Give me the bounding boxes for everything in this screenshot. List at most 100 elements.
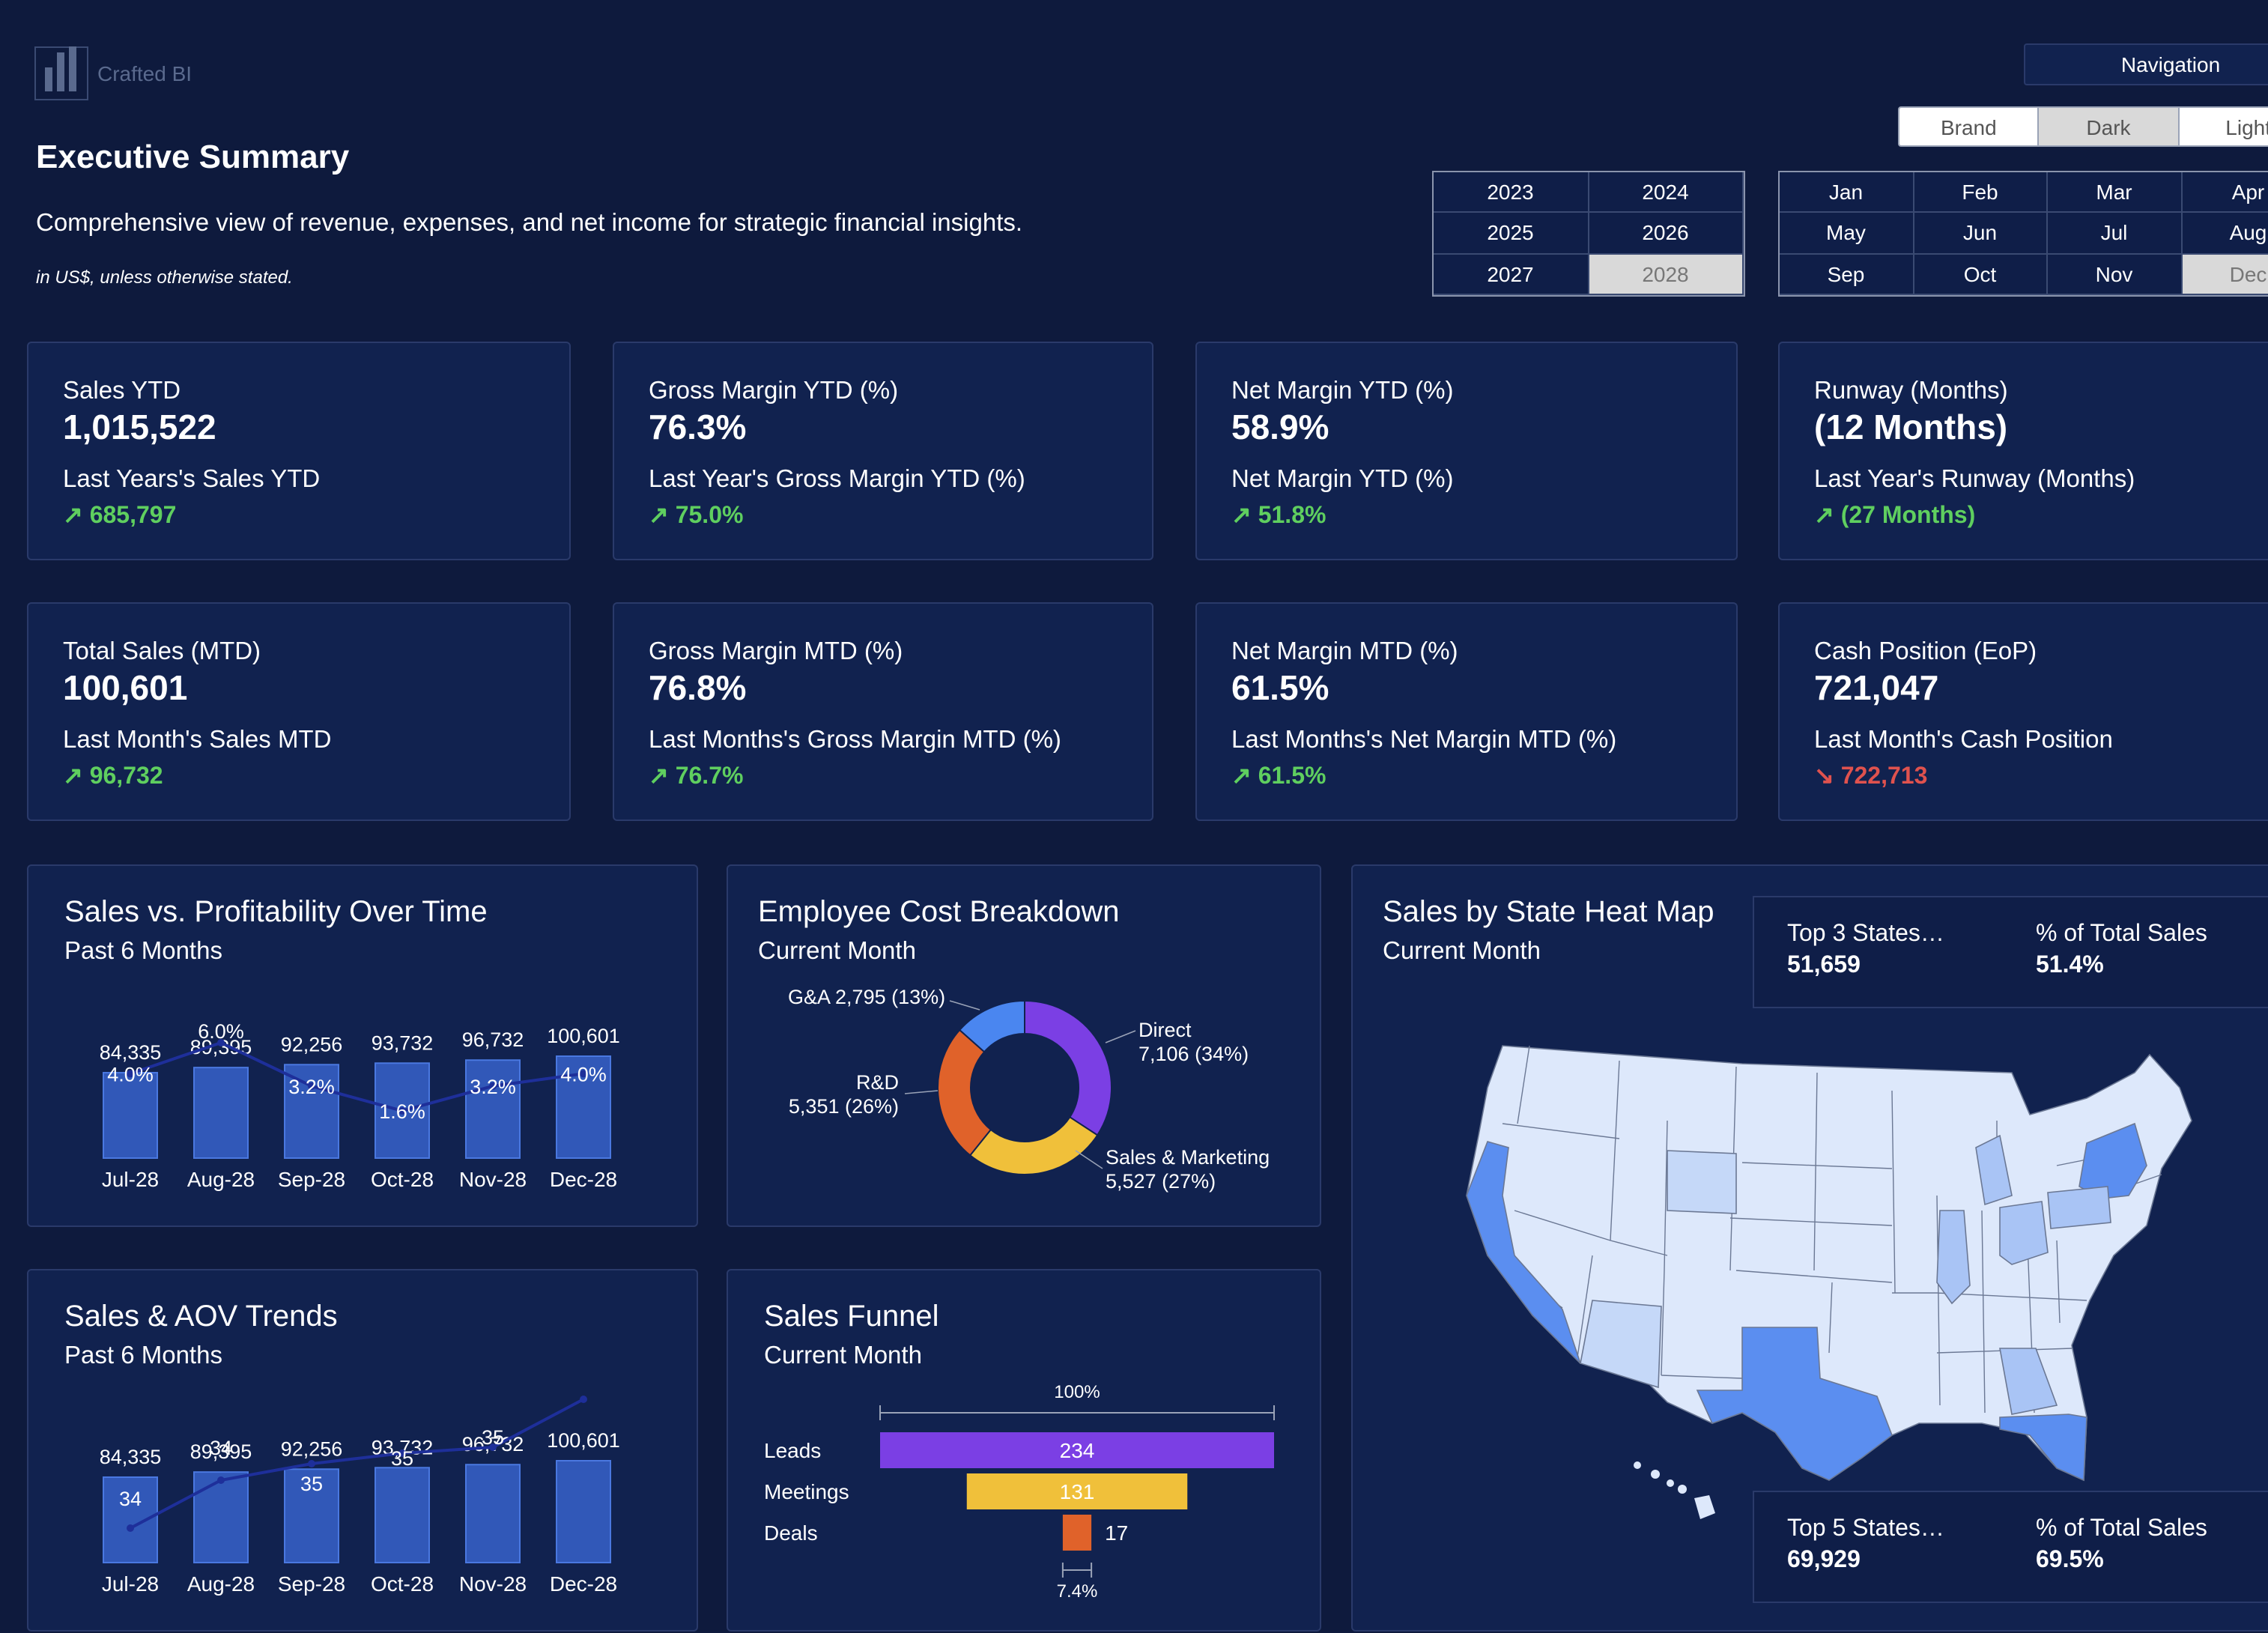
month-option[interactable]: May — [1780, 213, 1914, 255]
line-point[interactable] — [217, 1039, 225, 1046]
bar[interactable] — [103, 1071, 158, 1159]
kpi-label: Gross Margin MTD (%) — [649, 638, 903, 665]
top5-states-card: Top 5 States… 69,929 % of Total Sales 69… — [1753, 1491, 2268, 1603]
theme-light-button[interactable]: Light — [2179, 108, 2268, 145]
state-georgia — [1999, 1348, 2058, 1415]
donut-label: R&D — [856, 1071, 899, 1094]
month-option[interactable]: Jun — [1914, 213, 2048, 255]
line-value-label: 1.6% — [379, 1100, 425, 1123]
month-option[interactable]: Jan — [1780, 172, 1914, 213]
funnel-stage-label: Deals — [764, 1521, 818, 1545]
year-option[interactable]: 2025 — [1434, 213, 1589, 255]
margin-line — [130, 1040, 584, 1113]
bar[interactable] — [465, 1059, 521, 1159]
donut-label: Direct — [1138, 1019, 1192, 1041]
bar-value-label: 96,732 — [462, 1028, 524, 1051]
kpi-card: Sales YTD 1,015,522 Last Years's Sales YTD… — [27, 342, 571, 560]
page-title: Executive Summary — [36, 138, 350, 175]
donut-slice[interactable] — [968, 1115, 1099, 1175]
state-michigan — [1975, 1134, 2013, 1206]
bar[interactable] — [284, 1468, 339, 1563]
line-point[interactable] — [127, 1524, 134, 1532]
funnel-bar[interactable] — [966, 1473, 1188, 1509]
theme-switcher: Brand Dark Light — [1898, 106, 2268, 147]
month-option[interactable]: Dec — [2182, 254, 2268, 295]
donut-value-label: 5,351 (26%) — [789, 1095, 899, 1118]
line-point[interactable] — [398, 1449, 406, 1457]
kpi-label: Net Margin YTD (%) — [1231, 378, 1454, 405]
theme-dark-button[interactable]: Dark — [2039, 108, 2180, 145]
funnel-panel: Sales Funnel Current Month 100% Leads 234 M… — [727, 1269, 1321, 1632]
year-option[interactable]: 2023 — [1434, 172, 1589, 213]
panel-subtitle: Current Month — [758, 938, 916, 965]
donut-label: G&A 2,795 (13%) — [788, 986, 945, 1008]
line-point[interactable] — [127, 1070, 134, 1078]
bar-value-label: 92,256 — [281, 1033, 343, 1055]
line-point[interactable] — [580, 1070, 587, 1078]
state-california — [1466, 1141, 1581, 1364]
line-point[interactable] — [398, 1106, 406, 1115]
line-point[interactable] — [489, 1443, 497, 1451]
funnel-bar[interactable] — [1062, 1515, 1092, 1551]
bar[interactable] — [465, 1464, 521, 1563]
navigation-button[interactable]: Navigation — [2024, 43, 2268, 85]
year-option[interactable]: 2026 — [1589, 213, 1744, 255]
kpi-card: Total Sales (MTD) 100,601 Last Month's Sal… — [27, 602, 571, 821]
leader-line — [1075, 1150, 1103, 1169]
month-selector: Jan Feb Mar Apr May Jun Jul Aug Sep Oct Nov Dec — [1778, 171, 2268, 297]
aov-line — [130, 1398, 584, 1530]
bar[interactable] — [193, 1471, 249, 1563]
kpi-label: Cash Position (EoP) — [1814, 638, 2037, 665]
bar[interactable] — [193, 1067, 249, 1159]
month-option[interactable]: Jul — [2048, 213, 2182, 255]
month-option[interactable]: Apr — [2182, 172, 2268, 213]
panel-title: Employee Cost Breakdown — [758, 896, 1120, 929]
bar[interactable] — [375, 1467, 430, 1564]
year-option[interactable]: 2024 — [1589, 172, 1744, 213]
bar-value-label: 93,732 — [372, 1031, 434, 1054]
state-texas — [1696, 1327, 1893, 1481]
line-point[interactable] — [580, 1396, 587, 1403]
kpi-compare-label: Last Year's Runway (Months) — [1814, 466, 2135, 493]
kpi-compare-value: ↘ 722,713 — [1814, 764, 1928, 790]
year-option[interactable]: 2027 — [1434, 254, 1589, 295]
month-option[interactable]: Sep — [1780, 254, 1914, 295]
kpi-compare-label: Last Month's Cash Position — [1814, 727, 2113, 754]
month-option[interactable]: Oct — [1914, 254, 2048, 295]
line-point[interactable] — [308, 1082, 315, 1090]
x-tick-label: Dec-28 — [550, 1168, 617, 1191]
line-point[interactable] — [217, 1476, 225, 1484]
line-value-label: 4.0% — [560, 1063, 607, 1085]
funnel-bottom-label: 7.4% — [1057, 1581, 1098, 1602]
month-option[interactable]: Aug — [2182, 213, 2268, 255]
kpi-card: Net Margin YTD (%) 58.9% Net Margin YTD (%… — [1195, 342, 1738, 560]
page-subtitle: Comprehensive view of revenue, expenses,… — [36, 210, 1023, 237]
state-new-york — [2079, 1122, 2147, 1199]
leader-line — [949, 1000, 980, 1011]
donut-slice[interactable] — [958, 999, 1025, 1053]
line-point[interactable] — [308, 1460, 315, 1467]
top5-label: Top 5 States… — [1787, 1516, 1944, 1542]
funnel-bar[interactable] — [880, 1432, 1274, 1468]
year-option[interactable]: 2028 — [1589, 254, 1744, 295]
x-tick-label: Aug-28 — [187, 1572, 255, 1596]
employee-cost-panel: Employee Cost Breakdown Current Month Di… — [727, 864, 1321, 1227]
kpi-label: Gross Margin YTD (%) — [649, 378, 899, 405]
line-value-label: 3.2% — [470, 1076, 516, 1098]
funnel-stage-label: Meetings — [764, 1480, 849, 1503]
bar[interactable] — [284, 1064, 339, 1159]
bar[interactable] — [556, 1460, 611, 1563]
theme-brand-button[interactable]: Brand — [1899, 108, 2040, 145]
month-option[interactable]: Feb — [1914, 172, 2048, 213]
donut-slice[interactable] — [1024, 999, 1112, 1136]
line-point[interactable] — [489, 1082, 497, 1090]
month-option[interactable]: Mar — [2048, 172, 2182, 213]
line-value-label: 35 — [482, 1426, 504, 1449]
kpi-card: Cash Position (EoP) 721,047 Last Month's C… — [1778, 602, 2268, 821]
state-ohio — [1999, 1201, 2049, 1265]
panel-title: Sales by State Heat Map — [1383, 896, 1714, 929]
month-option[interactable]: Nov — [2048, 254, 2182, 295]
kpi-value: 721,047 — [1814, 668, 1939, 707]
line-value-label: 6.0% — [198, 1020, 244, 1043]
